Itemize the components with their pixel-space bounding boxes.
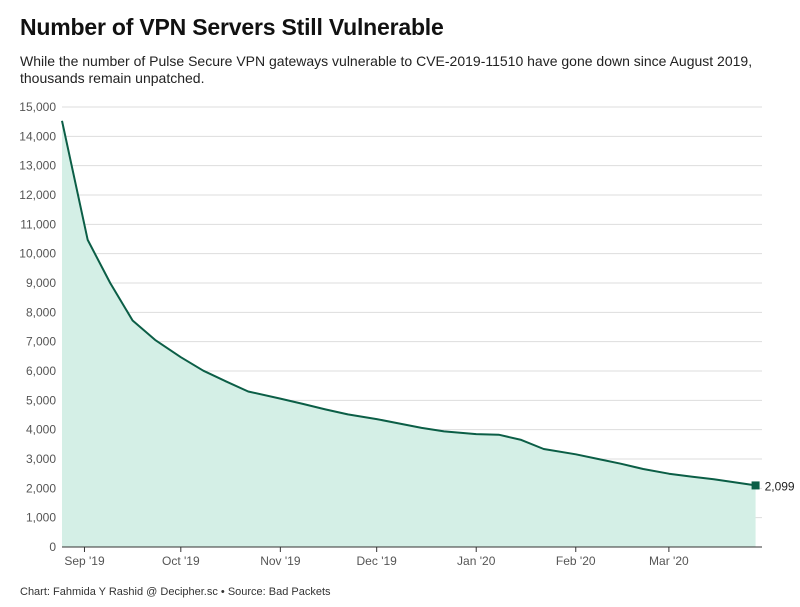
x-tick-label: Oct '19: [162, 554, 200, 568]
y-tick-label: 14,000: [19, 129, 56, 143]
chart-subtitle: While the number of Pulse Secure VPN gat…: [20, 53, 753, 86]
y-tick-label: 5,000: [26, 393, 56, 407]
tick-labels: 0 1,000 2,000 3,000 4,000 5,000 6,000 7,000 8,00…: [19, 100, 689, 568]
chart-footer: Chart: Fahmida Y Rashid @ Decipher.sc • …: [20, 586, 331, 598]
x-tick-label: Jan '20: [457, 554, 496, 568]
gridlines: [62, 106, 762, 519]
area-fill: [62, 120, 756, 548]
area-fill-group: [61, 120, 756, 548]
y-tick-label: 8,000: [26, 305, 56, 319]
x-tick-label: Nov '19: [260, 554, 301, 568]
end-point-marker: [751, 481, 760, 490]
end-value-label: 2,099: [765, 479, 795, 493]
y-tick-label: 11,000: [20, 217, 56, 231]
y-tick-label: 9,000: [26, 276, 56, 290]
chart-title: Number of VPN Servers Still Vulnerable: [20, 14, 444, 40]
y-tick-label: 6,000: [26, 364, 56, 378]
y-tick-label: 15,000: [19, 100, 56, 114]
x-tick-label: Dec '19: [357, 554, 398, 568]
x-tick-label: Feb '20: [556, 554, 596, 568]
marks: 2,099: [751, 479, 795, 493]
y-tick-label: 0: [49, 540, 56, 554]
x-tick-label: Sep '19: [64, 554, 105, 568]
y-tick-label: 12,000: [19, 188, 56, 202]
y-tick-label: 13,000: [19, 159, 56, 173]
y-tick-label: 4,000: [26, 423, 56, 437]
y-tick-label: 3,000: [26, 452, 56, 466]
x-tick-label: Mar '20: [649, 554, 689, 568]
axes: [62, 546, 762, 552]
y-tick-label: 10,000: [19, 247, 56, 261]
y-tick-label: 2,000: [26, 481, 56, 495]
y-tick-label: 7,000: [26, 335, 56, 349]
y-tick-label: 1,000: [26, 511, 56, 525]
series-line: [61, 120, 756, 487]
